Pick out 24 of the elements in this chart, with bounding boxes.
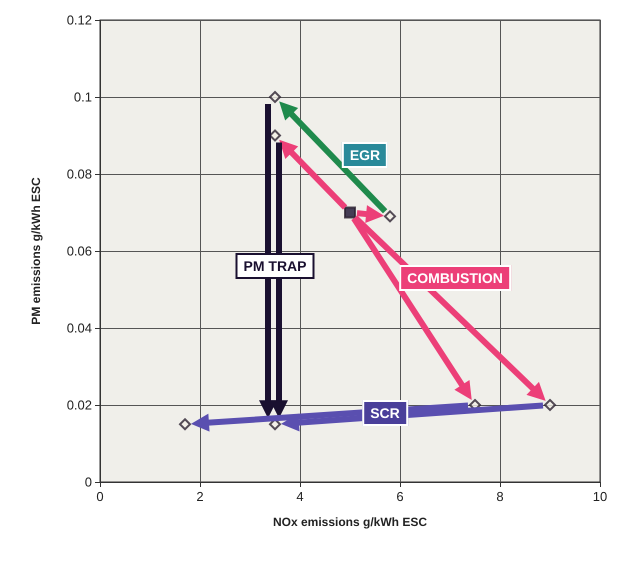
y-tick-label: 0.08 [66, 166, 92, 182]
x-tick-label: 0 [96, 489, 104, 504]
point [179, 418, 191, 430]
point [544, 399, 556, 411]
annotation: SCR [362, 400, 408, 426]
y-axis-title: PM emissions g/kWh ESC [29, 176, 43, 325]
x-tick-label: 6 [396, 489, 404, 504]
point [344, 206, 356, 218]
y-tick-label: 0.04 [66, 320, 92, 336]
y-tick-label: 0 [84, 474, 92, 490]
annotation: COMBUSTION [399, 264, 511, 291]
y-tick-label: 0.12 [66, 12, 92, 28]
annotation: EGR [342, 142, 388, 168]
x-tick-label: 4 [296, 489, 304, 504]
annotation: PM TRAP [236, 253, 314, 280]
x-tick-label: 2 [196, 489, 204, 504]
point [384, 210, 396, 222]
y-tick-label: 0.06 [66, 244, 92, 258]
x-axis-title: NOx emissions g/kWh ESC [272, 515, 428, 529]
y-tick-label: 0.02 [66, 398, 92, 412]
y-tick-label: 0.1 [74, 90, 92, 104]
point [269, 91, 281, 103]
x-tick-label: 10 [592, 489, 608, 504]
x-tick-label: 8 [496, 489, 504, 504]
